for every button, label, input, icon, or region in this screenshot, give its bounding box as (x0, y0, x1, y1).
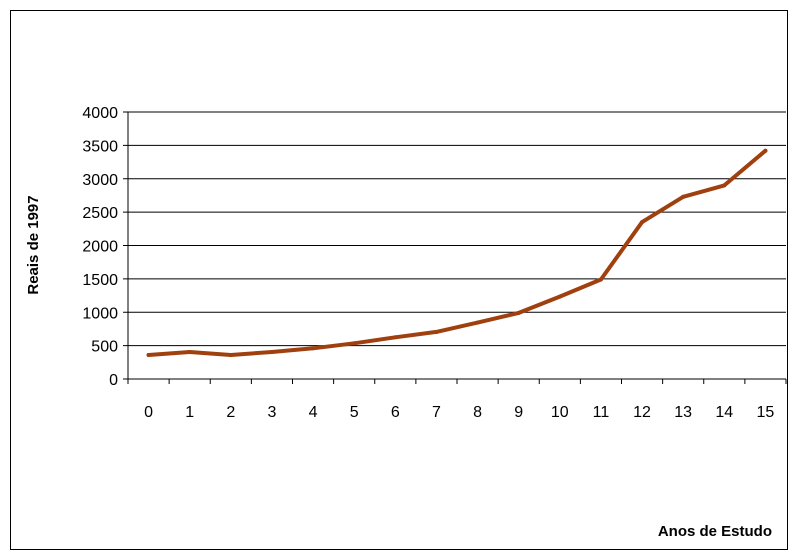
x-tick-label: 14 (715, 404, 733, 421)
data-point (475, 320, 480, 325)
data-point (311, 346, 316, 351)
x-tick-label: 1 (185, 404, 194, 421)
gridlines (128, 111, 786, 347)
data-point (434, 329, 439, 334)
data-point (228, 352, 233, 357)
data-point (516, 310, 521, 315)
data-point (352, 341, 357, 346)
chart-frame (10, 10, 788, 550)
y-tick-label: 3000 (82, 172, 118, 189)
x-tick-label: 4 (309, 404, 318, 421)
x-tick-label: 12 (633, 404, 651, 421)
data-point (393, 335, 398, 340)
data-point (763, 148, 768, 153)
data-point (557, 294, 562, 299)
data-point (681, 194, 686, 199)
x-tick-label: 5 (350, 404, 359, 421)
data-point (269, 349, 274, 354)
y-tick-label: 4000 (82, 105, 118, 122)
x-tick-label: 2 (226, 404, 235, 421)
x-tick-label: 13 (674, 404, 692, 421)
y-tick-label: 1000 (82, 305, 118, 322)
data-point (722, 183, 727, 188)
x-axis-title: Anos de Estudo (658, 523, 772, 540)
x-tick-label: 3 (267, 404, 276, 421)
y-tick-label: 1500 (82, 272, 118, 289)
x-tick-label: 7 (432, 404, 441, 421)
data-point (640, 220, 645, 225)
x-tick-labels: 0 1 2 3 4 5 6 7 8 9 10 11 12 13 14 15 (144, 404, 774, 421)
y-tick-label: 0 (109, 372, 118, 389)
x-tick-label: 6 (391, 404, 400, 421)
x-tick-label: 10 (551, 404, 569, 421)
y-axis-title: Reais de 1997 (25, 195, 42, 294)
x-tick-label: 9 (514, 404, 523, 421)
x-tick-label: 8 (473, 404, 482, 421)
axes (123, 111, 787, 384)
y-tick-label: 2000 (82, 239, 118, 256)
x-tick-label: 11 (593, 404, 610, 421)
y-tick-label: 3500 (82, 138, 118, 155)
x-tick-label: 15 (757, 404, 775, 421)
data-point (187, 349, 192, 354)
series-line (146, 148, 768, 357)
y-tick-label: 500 (91, 339, 118, 356)
y-tick-label: 2500 (82, 205, 118, 222)
data-point (598, 277, 603, 282)
series (146, 148, 768, 357)
x-tick-label: 0 (144, 404, 153, 421)
y-tick-labels: 0 500 1000 1500 2000 2500 3000 3500 4000 (82, 105, 118, 389)
data-point (146, 352, 151, 357)
